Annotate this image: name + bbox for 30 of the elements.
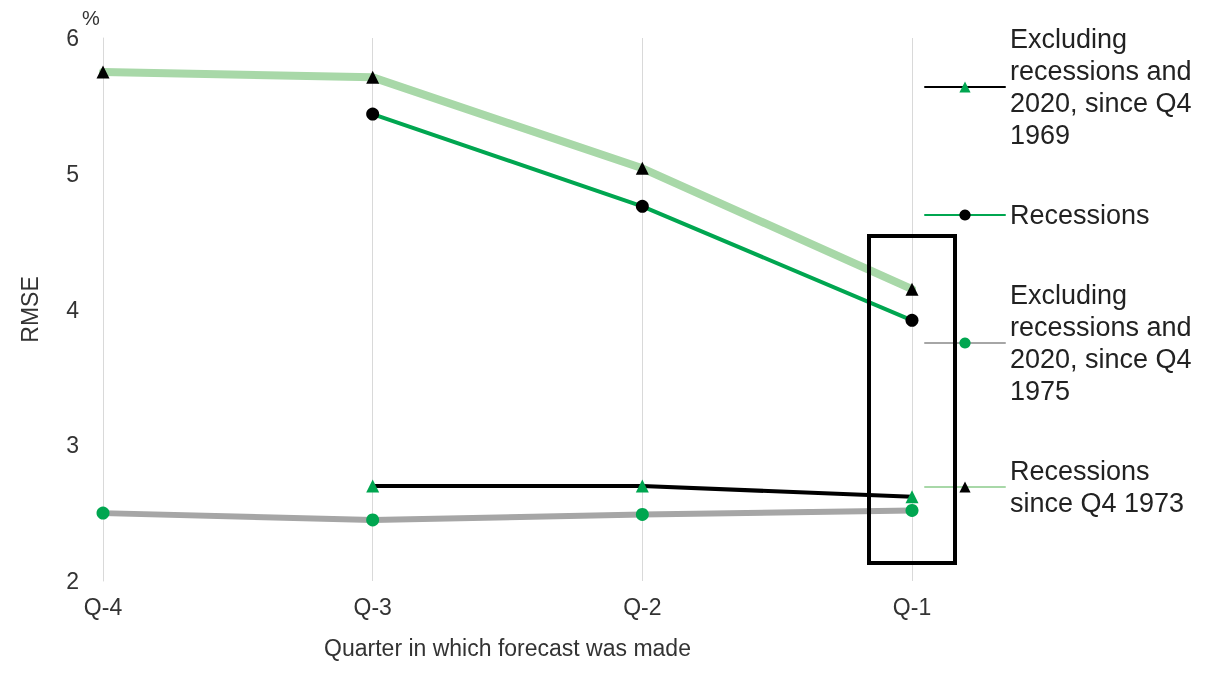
y-axis-title: RMSE [16,276,43,343]
point [905,313,919,327]
point [366,479,380,493]
point [905,503,919,517]
x-tick-label: Q-1 [892,593,932,620]
point [96,65,110,79]
point [635,507,649,521]
point [635,161,649,175]
y-tick-label: 2 [66,568,79,594]
point [96,506,110,520]
x-axis-title: Quarter in which forecast was made [324,634,691,661]
legend-label: Recessions [1010,200,1150,230]
y-tick-label: 4 [66,296,80,323]
x-tick-label: Q-3 [353,593,392,620]
point [905,490,919,504]
point [366,107,380,121]
legend-label: Recessions since Q4 1973 [1010,456,1185,518]
point [366,70,380,84]
y-tick-label: 6 [66,25,79,51]
x-tick-label: Q-4 [83,593,123,620]
legend-label: Excluding recessions and 2020, since Q4 1969 [1010,24,1200,150]
text: % [82,7,100,29]
point [635,199,649,213]
y-tick-label: 3 [66,432,79,459]
y-tick-label: 5 [66,160,79,187]
legend-label: Excluding recessions and 2020, since Q4 1975 [1010,280,1200,406]
point [635,479,649,493]
point [905,282,919,296]
point [366,513,380,527]
x-tick-label: Q-2 [623,593,662,620]
